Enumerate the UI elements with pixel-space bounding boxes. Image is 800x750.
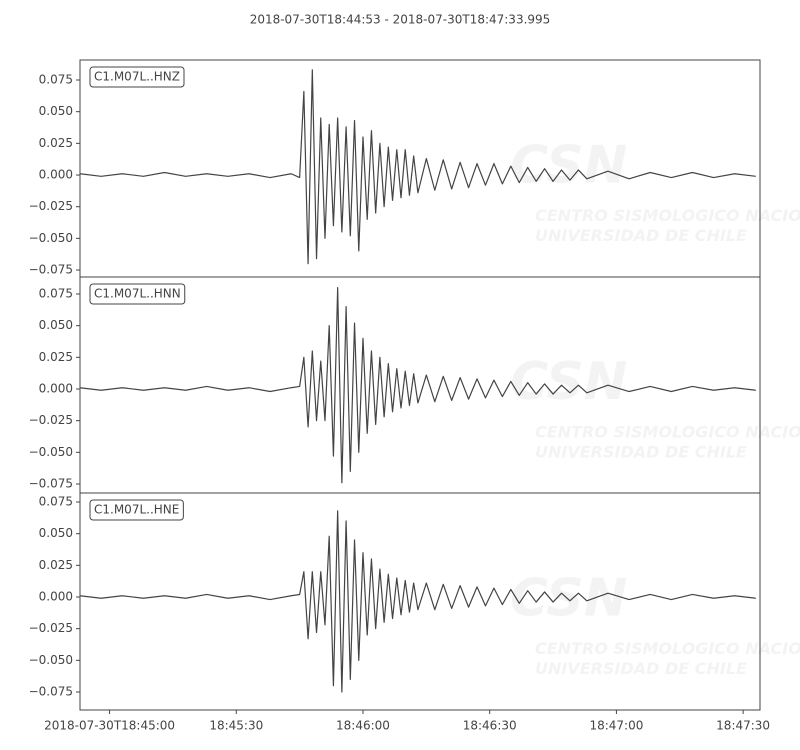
y-tick-label: −0.075 [29,263,73,277]
x-tick-label: 18:47:00 [589,719,643,733]
y-tick-label: −0.075 [29,477,73,491]
y-tick-label: −0.025 [29,199,73,213]
y-tick-label: 0.050 [39,104,73,118]
y-tick-label: 0.025 [39,350,73,364]
watermark-text: UNIVERSIDAD DE CHILE [535,443,747,462]
x-tick-label: 2018-07-30T18:45:00 [44,719,175,733]
waveform [79,287,756,484]
x-tick-label: 18:47:30 [716,719,770,733]
watermark-logo: CSN [510,569,627,629]
figure-title: 2018-07-30T18:44:53 - 2018-07-30T18:47:3… [250,13,551,27]
y-tick-label: 0.000 [39,590,73,604]
x-tick-label: 18:46:00 [336,719,390,733]
trace-label-box [89,66,185,88]
y-tick-label: 0.025 [39,558,73,572]
y-tick-label: 0.050 [39,318,73,332]
y-tick-label: 0.075 [39,494,73,508]
y-tick-label: 0.075 [39,286,73,300]
watermark-text: UNIVERSIDAD DE CHILE [535,659,747,678]
watermark-logo: CSN [510,136,627,196]
y-tick-label: −0.075 [29,685,73,699]
trace-label: C1.M07L..HNZ [94,70,180,84]
trace-label: C1.M07L..HNE [94,503,179,517]
x-tick-label: 18:46:30 [463,719,517,733]
waveform [79,510,756,693]
y-tick-label: −0.025 [29,621,73,635]
y-tick-label: −0.050 [29,445,73,459]
watermark-text: UNIVERSIDAD DE CHILE [535,226,747,245]
y-tick-label: 0.000 [39,381,73,395]
watermark-text: CENTRO SISMOLOGICO NACIONAL [535,639,800,658]
y-tick-label: 0.000 [39,168,73,182]
y-tick-label: 0.050 [39,526,73,540]
plot-frame [79,492,761,711]
y-tick-label: −0.050 [29,231,73,245]
y-tick-label: −0.025 [29,413,73,427]
watermark-logo: CSN [510,352,627,412]
waveform [79,69,756,265]
watermark-text: CENTRO SISMOLOGICO NACIONAL [535,423,800,442]
trace-label-box [89,283,186,305]
trace-label-box [89,499,184,521]
y-tick-label: 0.025 [39,136,73,150]
y-tick-label: −0.050 [29,653,73,667]
y-tick-label: 0.075 [39,73,73,87]
x-tick-label: 18:45:30 [209,719,263,733]
watermark-text: CENTRO SISMOLOGICO NACIONAL [535,206,800,225]
trace-label: C1.M07L..HNN [94,287,181,301]
